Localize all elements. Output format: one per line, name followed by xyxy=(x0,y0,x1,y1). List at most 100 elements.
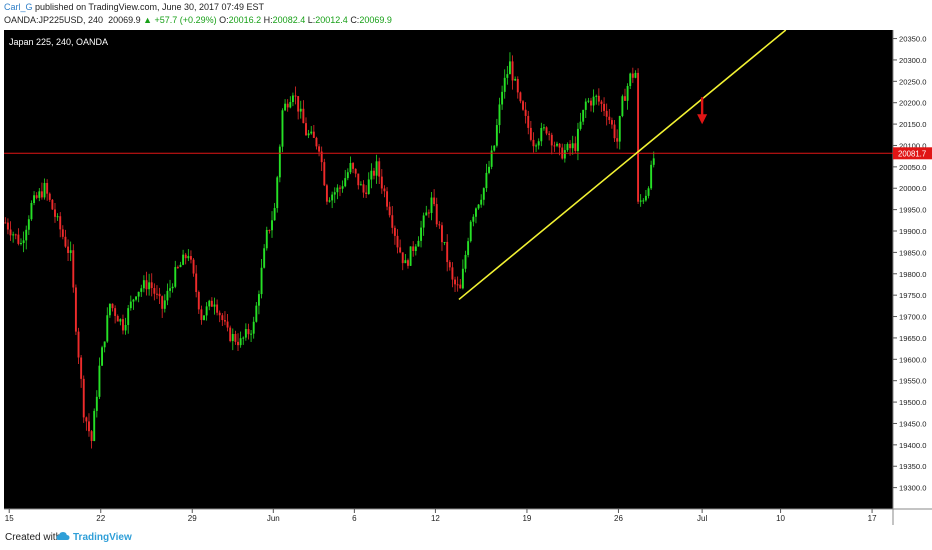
candle xyxy=(221,315,224,321)
candle xyxy=(610,120,613,125)
time-tick-label: 15 xyxy=(5,514,14,523)
candle xyxy=(242,337,245,339)
created-with-label: Created with xyxy=(5,532,62,543)
price-axis[interactable]: 20350.0 20300.0 20250.0 20200.0 20150.0 20100… xyxy=(893,35,932,493)
publish-line: Carl_G published on TradingView.com, Jun… xyxy=(4,2,264,12)
candle xyxy=(399,247,402,253)
candle xyxy=(566,143,569,151)
candle xyxy=(582,109,585,122)
candle xyxy=(271,220,273,231)
candle xyxy=(490,150,493,167)
candle xyxy=(401,252,404,264)
price-tick-label: 20150.0 xyxy=(899,120,926,129)
candle xyxy=(511,61,514,81)
candle xyxy=(412,246,415,252)
candle xyxy=(441,225,443,243)
candle xyxy=(64,236,67,247)
candle xyxy=(294,95,297,97)
time-tick-label: Jul xyxy=(697,514,707,523)
candle xyxy=(417,240,420,247)
candle xyxy=(464,254,467,269)
candle xyxy=(370,170,373,180)
candle xyxy=(495,125,498,146)
candle xyxy=(122,319,124,331)
tradingview-cloud-icon[interactable] xyxy=(56,530,70,542)
candle xyxy=(508,61,511,75)
candle xyxy=(297,96,300,112)
candle xyxy=(85,417,88,422)
candle xyxy=(574,143,577,151)
candle xyxy=(404,260,407,264)
tradingview-brand[interactable]: TradingView xyxy=(73,532,132,543)
candle xyxy=(56,216,59,218)
candle xyxy=(54,209,56,217)
candle xyxy=(396,235,399,248)
price-tick-label: 20200.0 xyxy=(899,99,926,108)
price-tick-label: 19800.0 xyxy=(899,270,926,279)
candle xyxy=(210,300,213,307)
time-tick-label: 29 xyxy=(188,514,197,523)
candle xyxy=(278,146,281,178)
candle xyxy=(176,267,179,269)
candle xyxy=(624,96,626,101)
candle xyxy=(323,162,326,186)
candle xyxy=(166,290,169,301)
time-tick-label: 10 xyxy=(776,514,785,523)
candle xyxy=(69,250,72,253)
candle xyxy=(12,234,15,236)
candle xyxy=(93,410,96,441)
candle xyxy=(472,216,475,222)
candle xyxy=(425,212,428,216)
candle xyxy=(255,305,258,322)
candle xyxy=(477,204,480,209)
candle xyxy=(307,133,310,136)
candle xyxy=(642,200,645,202)
candle xyxy=(456,284,459,286)
candle xyxy=(48,193,51,200)
candle xyxy=(187,256,190,259)
candle xyxy=(195,273,198,293)
candle xyxy=(365,192,368,194)
candle xyxy=(30,202,33,220)
close-value: 20069.9 xyxy=(359,15,392,25)
candle xyxy=(124,324,127,331)
candle xyxy=(597,95,600,102)
candle xyxy=(529,127,532,140)
candle xyxy=(111,303,114,309)
candle xyxy=(454,279,456,285)
candle xyxy=(119,319,122,322)
candle xyxy=(467,241,470,255)
candle xyxy=(420,227,423,241)
candle xyxy=(542,127,545,129)
candle xyxy=(289,102,292,108)
candle xyxy=(145,280,148,290)
candle xyxy=(430,197,433,213)
trend-line[interactable] xyxy=(458,30,787,301)
candle xyxy=(77,331,80,358)
candle xyxy=(325,185,328,202)
candle xyxy=(414,246,417,252)
author-link[interactable]: Carl_G xyxy=(4,2,33,12)
candle xyxy=(88,421,90,432)
candle xyxy=(114,308,117,316)
candle xyxy=(205,306,208,316)
candle xyxy=(576,128,579,151)
candle xyxy=(613,124,616,139)
candle xyxy=(129,301,132,309)
candle xyxy=(140,288,143,292)
candle xyxy=(90,431,93,441)
candle xyxy=(156,293,158,295)
price-tick-label: 20100.0 xyxy=(899,141,926,150)
down-arrow-icon[interactable] xyxy=(697,114,708,125)
time-axis[interactable]: 15 22 29 Jun 6 12 19 26 Jul 10 17 xyxy=(5,509,877,523)
candle xyxy=(600,101,603,104)
candle xyxy=(375,161,378,176)
candle xyxy=(422,215,425,228)
candle xyxy=(6,222,9,230)
price-chart[interactable]: 20350.0 20300.0 20250.0 20200.0 20150.0 20100… xyxy=(0,30,932,525)
candle xyxy=(263,248,266,268)
candle xyxy=(367,179,370,194)
candle xyxy=(203,315,205,320)
candle xyxy=(336,187,339,193)
candle xyxy=(503,77,506,92)
